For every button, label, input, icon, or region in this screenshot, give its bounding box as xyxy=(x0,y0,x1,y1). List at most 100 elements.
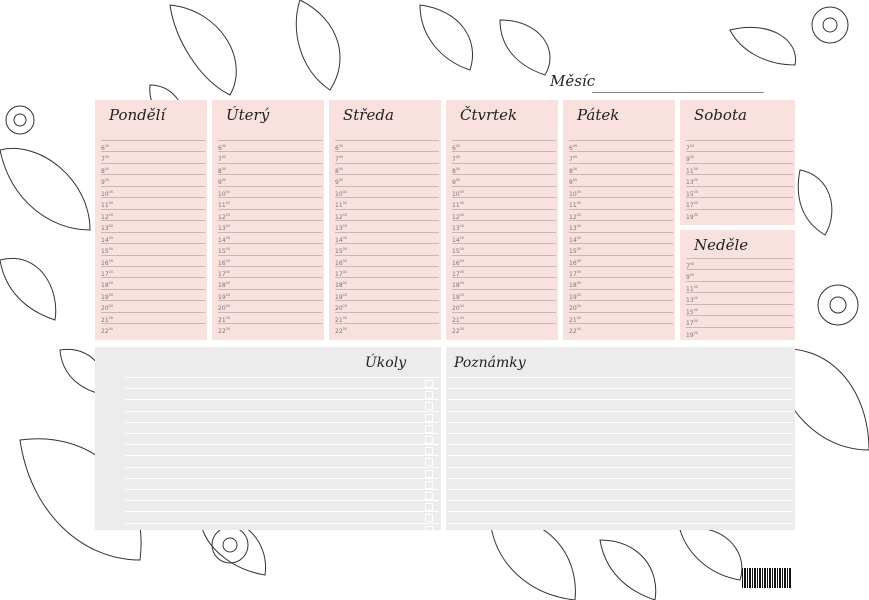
hour-row[interactable]: 2100 xyxy=(452,311,556,324)
hour-row[interactable]: 600 xyxy=(101,140,205,152)
task-line[interactable] xyxy=(125,421,439,434)
hour-row[interactable]: 1900 xyxy=(569,288,673,301)
hour-row[interactable]: 2200 xyxy=(218,323,322,335)
checkbox[interactable] xyxy=(425,424,433,433)
hour-row[interactable]: 1300 xyxy=(101,220,205,232)
hour-row[interactable]: 700 xyxy=(218,151,322,163)
task-line[interactable] xyxy=(125,455,439,467)
hour-row[interactable]: 1400 xyxy=(101,231,205,244)
hour-row[interactable]: 900 xyxy=(101,174,205,186)
hour-row[interactable]: 1700 xyxy=(686,315,793,327)
hour-row[interactable]: 1100 xyxy=(686,162,793,175)
hour-row[interactable]: 1600 xyxy=(335,254,439,267)
hour-row[interactable]: 1400 xyxy=(452,231,556,244)
hour-row[interactable]: 1800 xyxy=(218,277,322,289)
checkbox[interactable] xyxy=(425,469,433,478)
hour-row[interactable]: 1400 xyxy=(218,231,322,244)
hour-row[interactable]: 900 xyxy=(335,174,439,186)
checkbox[interactable] xyxy=(425,436,433,444)
note-line[interactable] xyxy=(448,410,793,423)
task-line[interactable] xyxy=(125,433,439,445)
hour-row[interactable]: 800 xyxy=(101,162,205,175)
hour-row[interactable]: 2100 xyxy=(569,311,673,324)
hour-row[interactable]: 800 xyxy=(452,162,556,175)
task-line[interactable] xyxy=(125,477,439,490)
hour-row[interactable]: 1700 xyxy=(686,197,793,209)
hour-row[interactable]: 2200 xyxy=(101,323,205,335)
hour-row[interactable]: 1800 xyxy=(569,277,673,289)
hour-row[interactable]: 1700 xyxy=(569,265,673,278)
hour-row[interactable]: 2000 xyxy=(218,300,322,312)
hour-row[interactable]: 900 xyxy=(569,174,673,186)
checkbox[interactable] xyxy=(425,391,433,400)
hour-row[interactable]: 1200 xyxy=(335,208,439,221)
note-line[interactable] xyxy=(448,477,793,490)
hour-row[interactable]: 1100 xyxy=(686,280,793,293)
hour-row[interactable]: 700 xyxy=(686,258,793,270)
hour-row[interactable]: 1300 xyxy=(686,292,793,304)
hour-row[interactable]: 1500 xyxy=(569,243,673,255)
note-line[interactable] xyxy=(448,511,793,523)
note-line[interactable] xyxy=(448,399,793,411)
task-line[interactable] xyxy=(125,511,439,523)
task-line[interactable] xyxy=(125,500,439,512)
hour-row[interactable]: 1200 xyxy=(218,208,322,221)
note-line[interactable] xyxy=(448,489,793,501)
note-line[interactable] xyxy=(448,433,793,445)
hour-row[interactable]: 900 xyxy=(686,151,793,163)
hour-row[interactable]: 1900 xyxy=(218,288,322,301)
hour-row[interactable]: 1300 xyxy=(686,174,793,186)
hour-row[interactable]: 1200 xyxy=(569,208,673,221)
month-input-line[interactable] xyxy=(592,92,764,93)
hour-row[interactable]: 1500 xyxy=(686,185,793,198)
hour-row[interactable]: 1100 xyxy=(335,197,439,209)
checkbox[interactable] xyxy=(425,514,433,523)
hour-row[interactable]: 1300 xyxy=(569,220,673,232)
hour-row[interactable]: 1700 xyxy=(101,265,205,278)
hour-row[interactable]: 1300 xyxy=(452,220,556,232)
checkbox[interactable] xyxy=(425,413,433,422)
hour-row[interactable]: 2200 xyxy=(452,323,556,335)
hour-row[interactable]: 2100 xyxy=(218,311,322,324)
hour-row[interactable]: 1000 xyxy=(335,185,439,198)
task-line[interactable] xyxy=(125,489,439,501)
hour-row[interactable]: 1900 xyxy=(101,288,205,301)
hour-row[interactable]: 1900 xyxy=(452,288,556,301)
checkbox[interactable] xyxy=(425,447,433,456)
hour-row[interactable]: 1500 xyxy=(335,243,439,255)
hour-row[interactable]: 1500 xyxy=(452,243,556,255)
hour-row[interactable]: 2000 xyxy=(101,300,205,312)
task-line[interactable] xyxy=(125,399,439,411)
checkbox[interactable] xyxy=(425,458,433,467)
hour-row[interactable]: 900 xyxy=(452,174,556,186)
note-line[interactable] xyxy=(448,522,793,535)
hour-row[interactable]: 900 xyxy=(218,174,322,186)
hour-row[interactable]: 1600 xyxy=(452,254,556,267)
task-line[interactable] xyxy=(125,377,439,389)
note-line[interactable] xyxy=(448,388,793,400)
hour-row[interactable]: 1300 xyxy=(335,220,439,232)
hour-row[interactable]: 2000 xyxy=(335,300,439,312)
hour-row[interactable]: 1000 xyxy=(569,185,673,198)
hour-row[interactable]: 600 xyxy=(335,140,439,152)
hour-row[interactable]: 1700 xyxy=(218,265,322,278)
note-line[interactable] xyxy=(448,377,793,389)
hour-row[interactable]: 1800 xyxy=(452,277,556,289)
hour-row[interactable]: 1600 xyxy=(569,254,673,267)
note-line[interactable] xyxy=(448,444,793,456)
hour-row[interactable]: 1700 xyxy=(335,265,439,278)
hour-row[interactable]: 1000 xyxy=(218,185,322,198)
hour-row[interactable]: 1300 xyxy=(218,220,322,232)
hour-row[interactable]: 2200 xyxy=(569,323,673,335)
hour-row[interactable]: 1600 xyxy=(218,254,322,267)
checkbox[interactable] xyxy=(425,380,433,388)
hour-row[interactable]: 1100 xyxy=(218,197,322,209)
hour-row[interactable]: 1100 xyxy=(101,197,205,209)
note-line[interactable] xyxy=(448,466,793,479)
hour-row[interactable]: 700 xyxy=(101,151,205,163)
task-line[interactable] xyxy=(125,410,439,423)
hour-row[interactable]: 1500 xyxy=(686,303,793,316)
hour-row[interactable]: 700 xyxy=(686,140,793,152)
hour-row[interactable]: 1500 xyxy=(218,243,322,255)
hour-row[interactable]: 1400 xyxy=(569,231,673,244)
